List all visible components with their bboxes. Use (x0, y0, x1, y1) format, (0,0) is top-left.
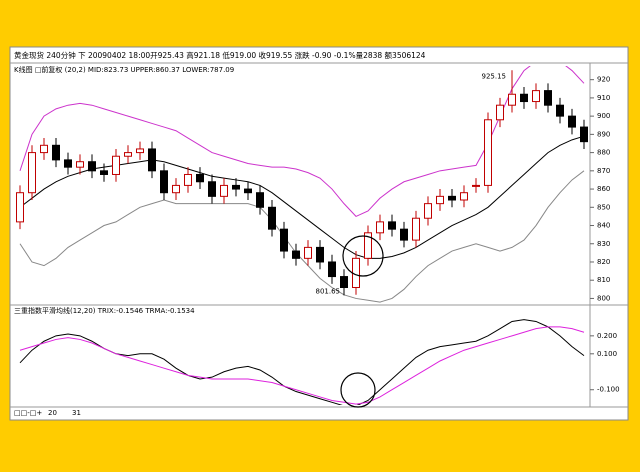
candle-body (508, 93, 516, 106)
y-tick-label: 810 (597, 276, 610, 284)
candle-body (268, 206, 276, 230)
candle-body (340, 276, 348, 289)
panel-title: K线图 □前复权 (20,2) MID:823.73 UPPER:860.37 … (14, 65, 234, 74)
candle-body (280, 228, 288, 252)
candle-body (328, 261, 336, 278)
candle-body (388, 221, 396, 230)
candle-body (88, 161, 96, 172)
candle-body (460, 192, 468, 201)
candle-body (112, 155, 120, 175)
panel-title: 三重指数平滑均线(12,20) TRIX:-0.1546 TRMA:-0.153… (14, 306, 195, 315)
candle-body (244, 188, 252, 194)
y-tick-label: 860 (597, 185, 610, 193)
high-annotation: 925.15 (482, 72, 507, 80)
y-tick-label: 820 (597, 258, 610, 266)
indicator-line (19, 170, 585, 303)
candle-body (76, 161, 84, 168)
y-tick-label: 830 (597, 240, 610, 248)
candle-body (520, 93, 528, 103)
y-tick-label: 0.200 (597, 332, 617, 340)
footer: □□-□+ (14, 409, 42, 417)
candle-body (580, 126, 588, 143)
y-tick-label: -0.100 (597, 386, 620, 394)
candle-body (148, 148, 156, 172)
candle-body (472, 184, 480, 187)
price-plot (16, 66, 588, 303)
y-tick-label: 920 (597, 76, 610, 84)
candle-body (196, 173, 204, 183)
y-tick-label: 0.100 (597, 350, 617, 358)
y-tick-label: 870 (597, 167, 610, 175)
candle-body (364, 232, 372, 259)
candle-body (52, 144, 60, 161)
indicator-line (19, 326, 585, 405)
candle-body (220, 184, 228, 197)
candle-body (172, 184, 180, 194)
candle-body (136, 148, 144, 154)
candle-body (184, 173, 192, 186)
candle-body (160, 170, 168, 194)
candle-body (100, 170, 108, 175)
chart-panel (9, 46, 629, 421)
y-tick-label: 900 (597, 112, 610, 120)
y-tick-label: 840 (597, 222, 610, 230)
low-annotation: 801.65 (316, 287, 341, 295)
candle-body (40, 144, 48, 154)
candle-body (496, 104, 504, 121)
candle-body (544, 90, 552, 106)
y-tick-label: 890 (597, 130, 610, 138)
candle-body (256, 192, 264, 208)
candle-body (436, 195, 444, 205)
header: 黄金现货 240分钟 下 20090402 18:00开925.43 高921.… (14, 50, 426, 60)
candle-body (292, 250, 300, 259)
candle-body (304, 246, 312, 259)
candle-body (124, 152, 132, 157)
candle-body (316, 246, 324, 263)
indicator-plot (19, 319, 585, 405)
y-tick-label: 800 (597, 294, 610, 302)
y-tick-label: 850 (597, 203, 610, 211)
footer: 31 (72, 409, 81, 417)
candle-body (556, 104, 564, 117)
candle-body (64, 159, 72, 168)
candle-body (208, 181, 216, 197)
candle-body (400, 228, 408, 241)
candle-body (412, 217, 420, 241)
y-tick-label: 880 (597, 149, 610, 157)
candle-body (568, 115, 576, 128)
candle-body (532, 90, 540, 103)
candle-body (28, 152, 36, 194)
y-tick-label: 910 (597, 94, 610, 102)
highlight-circle (340, 372, 376, 408)
candle-body (448, 195, 456, 201)
candle-body (352, 257, 360, 289)
footer: 20 (48, 409, 57, 417)
candle-body (424, 203, 432, 219)
candle-body (16, 192, 24, 223)
highlight-circle (342, 235, 384, 277)
candle-body (484, 119, 492, 186)
candle-body (376, 221, 384, 234)
candle-body (232, 184, 240, 190)
